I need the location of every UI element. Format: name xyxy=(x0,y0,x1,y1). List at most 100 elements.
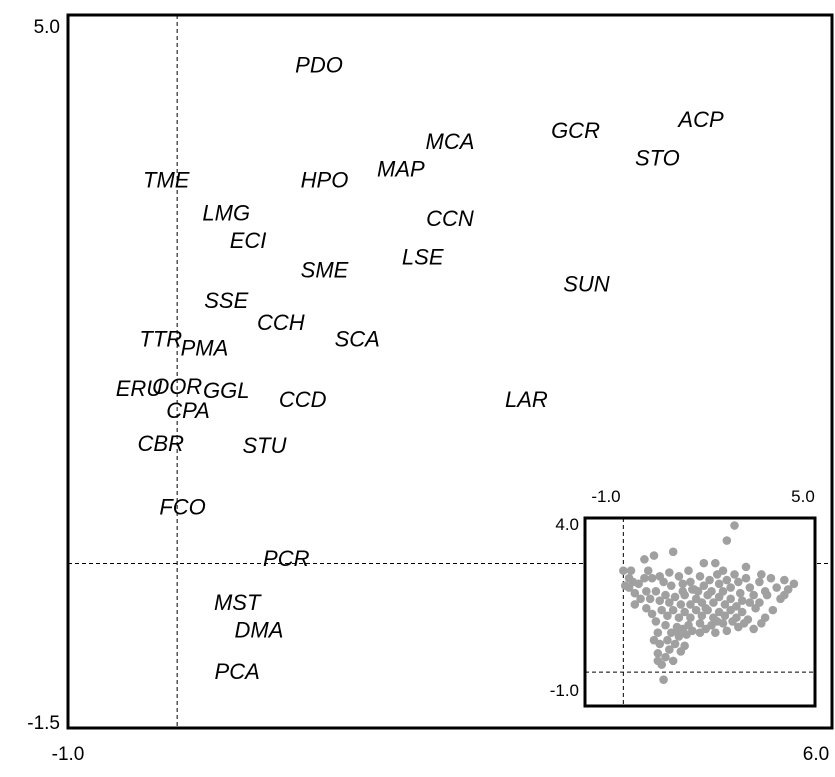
inset-x-tick-label-max: 5.0 xyxy=(791,487,815,506)
inset-point-24 xyxy=(686,577,695,587)
inset-point-23 xyxy=(684,566,693,575)
inset-point-94 xyxy=(661,620,670,630)
inset-point-87 xyxy=(737,607,747,617)
species-label-cpa: CPA xyxy=(166,398,210,423)
inset-point-120 xyxy=(630,600,640,609)
inset-point-129 xyxy=(739,618,749,628)
inset-y-tick-label-max: 4.0 xyxy=(555,515,579,534)
species-label-oor: OOR xyxy=(152,374,202,399)
species-label-ttr: TTR xyxy=(139,327,182,352)
inset-point-55 xyxy=(720,600,730,609)
inset-point-102 xyxy=(653,649,663,658)
species-label-cbr: CBR xyxy=(138,431,185,456)
species-label-gcr: GCR xyxy=(551,118,600,143)
main-plot-frame xyxy=(66,13,834,730)
inset-point-123 xyxy=(628,577,638,587)
inset-point-133 xyxy=(755,598,764,607)
inset-point-64 xyxy=(670,592,680,602)
inset-point-75 xyxy=(668,605,678,615)
main-reference-lines xyxy=(68,15,832,728)
inset-point-57 xyxy=(709,598,718,607)
species-label-sse: SSE xyxy=(204,288,248,313)
inset-point-36 xyxy=(734,577,743,587)
inset-point-51 xyxy=(745,598,755,607)
inset-point-16 xyxy=(647,573,657,583)
inset-point-0 xyxy=(730,521,739,530)
species-label-sca: SCA xyxy=(335,327,380,352)
inset-point-33 xyxy=(722,575,732,585)
inset-point-97 xyxy=(663,635,672,645)
species-label-mca: MCA xyxy=(426,129,475,154)
inset-point-30 xyxy=(712,570,722,579)
inset-point-72 xyxy=(636,594,645,604)
inset-point-125 xyxy=(701,603,711,613)
inset-point-41 xyxy=(755,577,764,587)
species-label-pcr: PCR xyxy=(263,546,310,571)
species-label-dma: DMA xyxy=(235,617,284,642)
species-label-cch: CCH xyxy=(257,310,305,335)
species-label-lse: LSE xyxy=(402,244,444,269)
inset-plot-frame xyxy=(583,516,817,708)
inset-point-15 xyxy=(643,566,653,575)
species-label-map: MAP xyxy=(377,157,425,182)
inset-point-138 xyxy=(680,641,689,651)
inset-point-84 xyxy=(720,611,730,621)
inset-point-46 xyxy=(789,579,799,589)
species-label-mst: MST xyxy=(214,590,262,615)
species-label-hpo: HPO xyxy=(301,168,349,193)
species-label-pdo: PDO xyxy=(295,52,343,77)
inset-point-118 xyxy=(647,609,657,619)
inset-point-52 xyxy=(737,596,747,606)
inset-point-109 xyxy=(688,626,697,636)
inset-point-65 xyxy=(665,598,674,607)
inset-point-134 xyxy=(688,585,697,594)
inset-point-126 xyxy=(712,617,722,626)
species-label-fco: FCO xyxy=(159,494,205,519)
inset-point-117 xyxy=(642,603,651,613)
inset-point-3 xyxy=(649,551,659,560)
inset-point-122 xyxy=(620,581,630,590)
species-label-sto: STO xyxy=(635,146,680,171)
inset-point-63 xyxy=(676,600,686,609)
inset-point-79 xyxy=(691,605,701,615)
inset-point-2 xyxy=(668,547,678,557)
inset-point-137 xyxy=(649,635,659,645)
inset-point-38 xyxy=(741,573,751,583)
inset-point-69 xyxy=(645,594,655,604)
inset-point-10 xyxy=(626,566,636,575)
inset-point-119 xyxy=(651,617,661,626)
inset-point-68 xyxy=(651,587,661,596)
inset-y-tick-label-min: -1.0 xyxy=(550,681,579,700)
inset-point-21 xyxy=(674,571,684,581)
inset-point-61 xyxy=(686,600,695,609)
species-label-pca: PCA xyxy=(215,659,260,684)
inset-point-22 xyxy=(678,579,688,589)
inset-point-54 xyxy=(726,594,735,604)
inset-point-60 xyxy=(691,594,701,604)
inset-point-112 xyxy=(711,628,720,637)
inset-point-113 xyxy=(722,626,732,636)
species-label-sme: SME xyxy=(301,257,349,282)
inset-point-100 xyxy=(665,645,674,654)
inset-point-19 xyxy=(665,568,674,577)
inset-plot: -1.0 5.0 4.0 -1.0 xyxy=(550,487,817,708)
inset-point-85 xyxy=(726,605,735,615)
inset-point-74 xyxy=(663,611,672,621)
inset-point-67 xyxy=(655,596,665,606)
inset-point-76 xyxy=(674,613,684,622)
inset-point-11 xyxy=(619,566,628,575)
inset-point-20 xyxy=(666,581,676,590)
inset-point-34 xyxy=(726,583,735,592)
inset-point-132 xyxy=(783,585,793,594)
species-label-lar: LAR xyxy=(505,387,548,412)
inset-points xyxy=(619,521,799,684)
inset-point-4 xyxy=(711,558,720,568)
inset-point-39 xyxy=(745,583,755,592)
inset-point-91 xyxy=(695,618,705,628)
inset-point-66 xyxy=(661,590,670,600)
inset-point-45 xyxy=(780,575,789,585)
species-label-ccn: CCN xyxy=(426,206,474,231)
inset-point-28 xyxy=(705,575,714,585)
